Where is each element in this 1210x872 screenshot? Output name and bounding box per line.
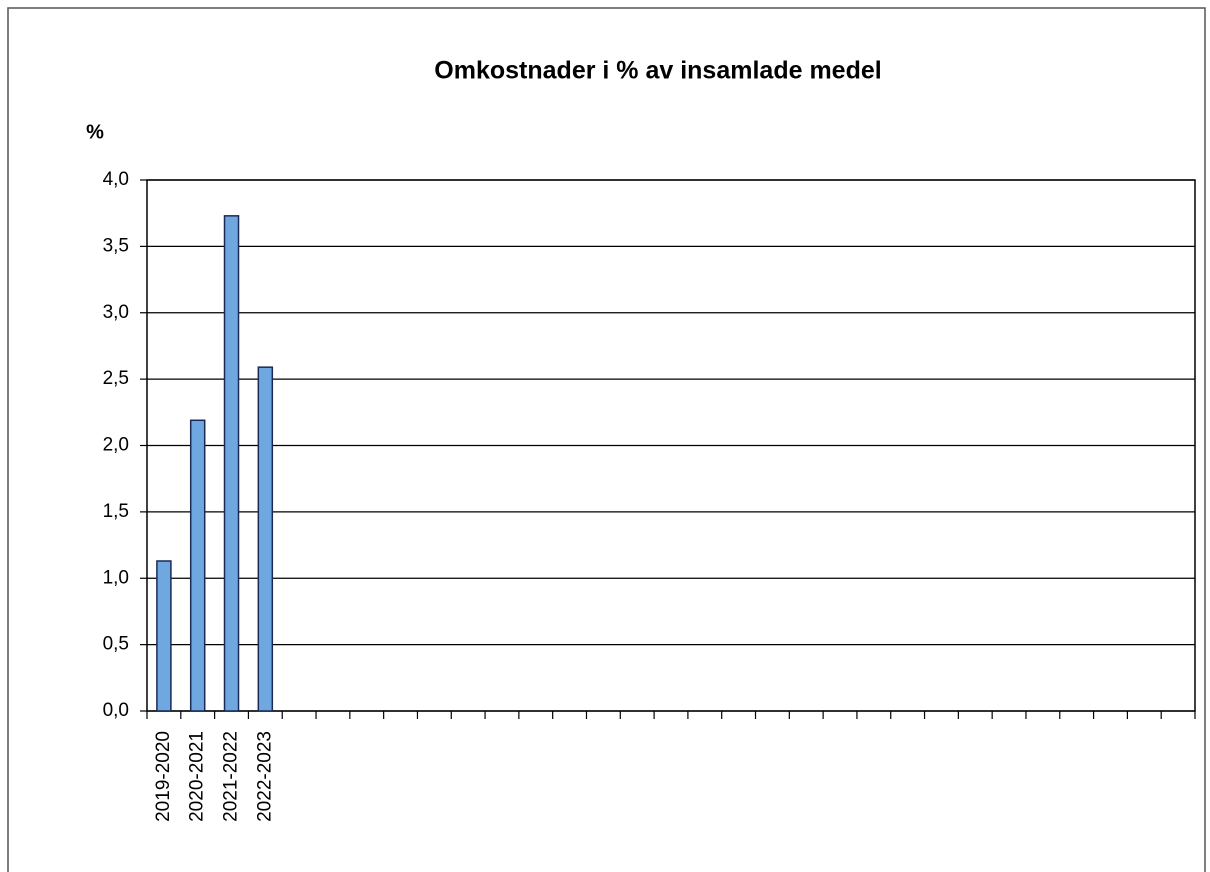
y-tick-label: 1,5 [103, 501, 129, 522]
y-tick-label: 2,5 [103, 368, 129, 389]
x-tick-label: 2021-2022 [221, 731, 242, 822]
y-tick-label: 0,5 [103, 634, 129, 655]
y-tick-label: 1,0 [103, 567, 129, 588]
y-axis-label: % [86, 121, 104, 143]
chart-title: Omkostnader i % av insamlade medel [434, 57, 881, 85]
y-tick-label: 2,0 [103, 435, 129, 456]
x-tick-label: 2020-2021 [187, 731, 208, 822]
y-tick-label: 3,5 [103, 235, 129, 256]
bar [223, 215, 240, 712]
y-tick-label: 0,0 [103, 700, 129, 721]
y-tick-label: 4,0 [103, 169, 129, 190]
bar [257, 366, 274, 712]
x-tick-label: 2019-2020 [153, 731, 174, 822]
y-tick-label: 3,0 [103, 302, 129, 323]
chart-frame [7, 7, 1206, 872]
bar [189, 419, 206, 712]
x-tick-label: 2022-2023 [254, 731, 275, 822]
bar [156, 560, 172, 712]
plot-border [146, 179, 1196, 712]
